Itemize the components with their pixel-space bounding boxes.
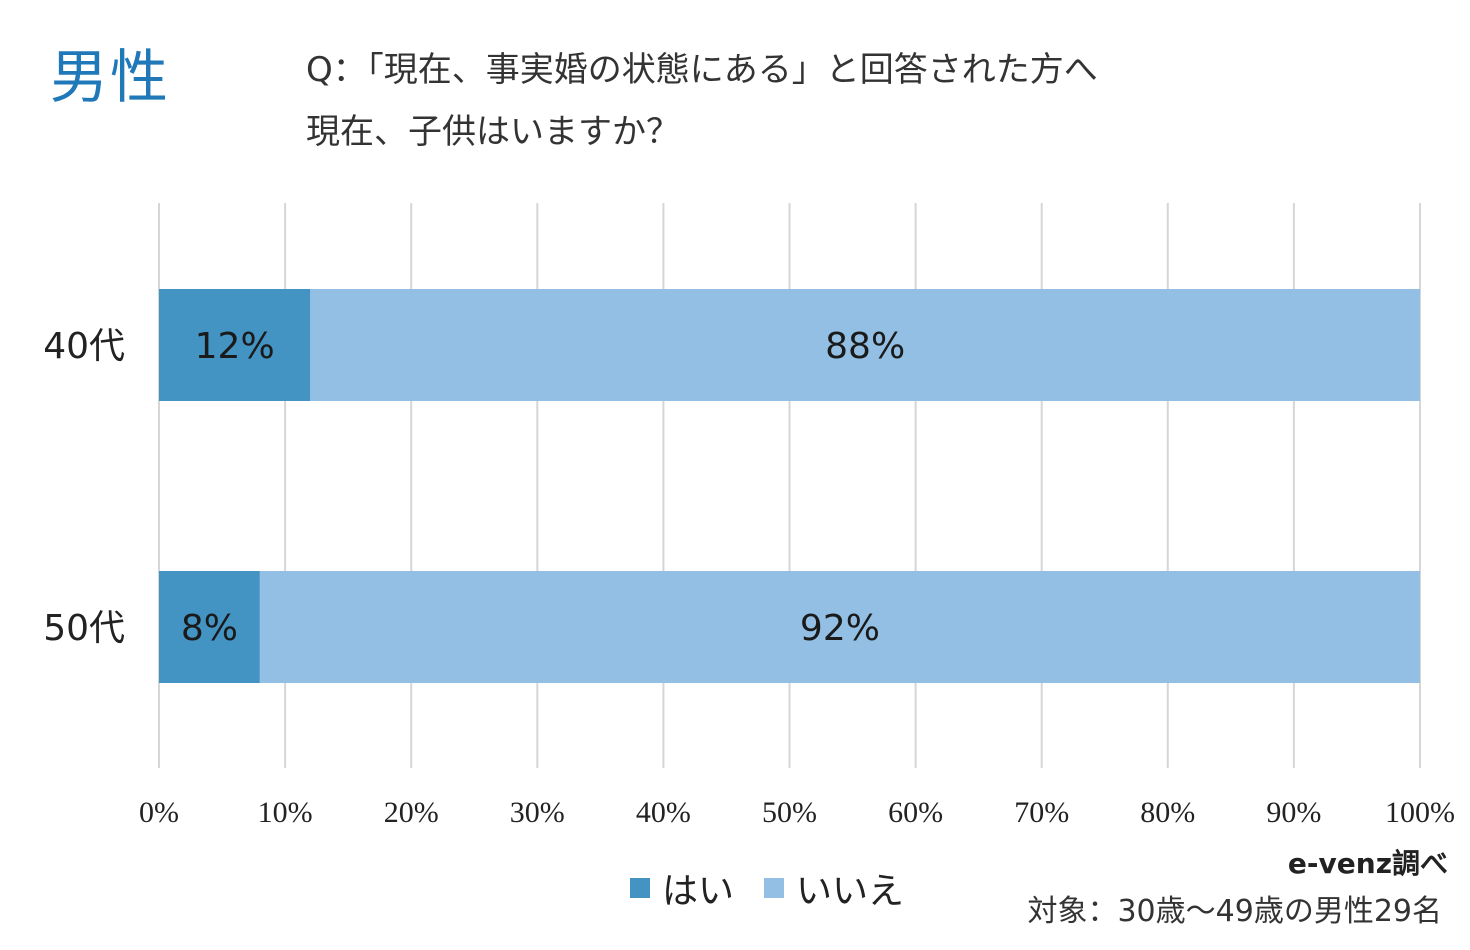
x-tick-label: 0% [139, 796, 179, 829]
x-tick-label: 70% [1014, 796, 1069, 829]
x-tick-label: 90% [1266, 796, 1321, 829]
data-label: 88% [825, 326, 905, 367]
bar-segment [159, 289, 311, 401]
x-tick-label: 40% [636, 796, 691, 829]
data-label: 12% [195, 326, 275, 367]
question-line-2: 現在、子供はいますか？ [306, 112, 680, 152]
stacked-bar-chart: 0% 10% 20% 30% 40% 50% 60% 70% 80% 90% 100% 40代 12%… [43, 203, 1455, 829]
x-tick-label: 20% [384, 796, 439, 829]
data-label: 92% [800, 608, 880, 649]
category-label: 40代 [43, 326, 125, 367]
x-tick-label: 30% [510, 796, 565, 829]
question-line-1: Q：「現在、事実婚の状態にある」と回答された方へ [306, 50, 1098, 90]
survey-target: 対象：30歳〜49歳の男性29名 [1027, 894, 1442, 929]
x-tick-label: 50% [762, 796, 817, 829]
bar-segment [259, 571, 1420, 683]
gender-label: 男性 [50, 43, 171, 111]
bar-segment [159, 571, 260, 683]
x-tick-label: 80% [1140, 796, 1195, 829]
legend-swatch-yes [630, 878, 650, 898]
source-credit: e-venz調べ [1287, 847, 1448, 880]
data-label: 8% [181, 608, 238, 649]
legend: はい いいえ [630, 862, 934, 914]
x-tick-label: 60% [888, 796, 943, 829]
legend-label-no: いいえ [796, 871, 905, 912]
category-label: 50代 [43, 608, 125, 649]
legend-swatch-no [764, 878, 785, 898]
legend-label-yes: はい [662, 871, 735, 912]
legend-item-no: いいえ [764, 862, 904, 914]
x-tick-label: 100% [1385, 796, 1455, 829]
legend-item-yes: はい [630, 862, 734, 914]
bar-segment [310, 289, 1420, 401]
x-tick-label: 10% [258, 796, 313, 829]
